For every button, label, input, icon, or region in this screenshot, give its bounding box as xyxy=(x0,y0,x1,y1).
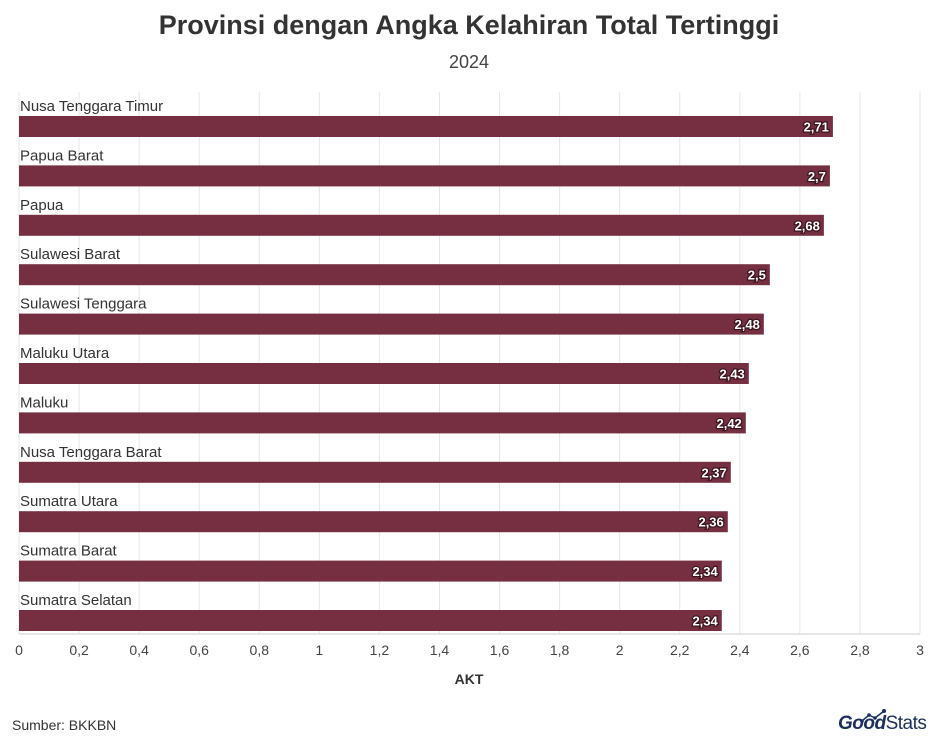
bar xyxy=(19,165,830,187)
x-tick-label: 2,8 xyxy=(850,642,870,658)
x-tick-label: 2,4 xyxy=(730,642,750,658)
x-tick-label: 2,6 xyxy=(790,642,810,658)
bar xyxy=(19,560,722,582)
category-label: Sulawesi Tenggara xyxy=(20,296,147,313)
category-label: Sumatra Selatan xyxy=(20,592,132,609)
category-label: Sumatra Barat xyxy=(20,543,118,560)
bar-chart: 0 0,2 0,4 0,6 0,8 1 1,2 1,4 1,6 1,8 2 2,2 2,4 2,6 2,8 3… xyxy=(15,92,924,687)
chart-subtitle: 2024 xyxy=(448,52,490,72)
bar-value-label: 2,5 xyxy=(748,268,766,283)
bar xyxy=(19,610,722,631)
x-tick-label: 1,2 xyxy=(370,642,390,658)
category-label: Papua xyxy=(20,197,64,214)
category-label: Sulawesi Barat xyxy=(20,246,121,263)
source-note: Sumber: BKKBN xyxy=(12,717,117,733)
bar xyxy=(19,511,728,533)
x-tick-label: 2,2 xyxy=(670,642,690,658)
bar-value-label: 2,7 xyxy=(808,169,826,184)
category-label: Sumatra Utara xyxy=(20,493,118,510)
x-tick-label: 1,8 xyxy=(550,642,570,658)
bar-value-label: 2,42 xyxy=(716,416,741,431)
bar-value-label: 2,68 xyxy=(795,218,820,233)
bar-value-label: 2,34 xyxy=(692,614,718,629)
x-tick-label: 3 xyxy=(916,642,924,658)
x-tick-label: 0,8 xyxy=(250,642,270,658)
category-label: Nusa Tenggara Timur xyxy=(20,98,163,115)
x-tick-label: 0,4 xyxy=(129,642,149,658)
x-tick-label: 2 xyxy=(616,642,624,658)
logo-trend-icon xyxy=(860,709,886,723)
x-tick-label: 0,2 xyxy=(69,642,89,658)
category-label: Maluku Utara xyxy=(20,345,110,362)
category-label: Papua Barat xyxy=(20,147,104,164)
x-tick-label: 1 xyxy=(315,642,323,658)
bar-value-label: 2,34 xyxy=(692,564,718,579)
x-tick-label: 0 xyxy=(15,642,23,658)
x-tick-label: 1,4 xyxy=(430,642,450,658)
x-axis-title: AKT xyxy=(455,671,484,687)
bar xyxy=(19,264,770,286)
bar xyxy=(19,116,833,137)
category-label: Maluku xyxy=(20,394,68,411)
x-tick-label: 0,6 xyxy=(189,642,209,658)
bar xyxy=(19,214,824,236)
bar-value-label: 2,48 xyxy=(735,317,760,332)
bar xyxy=(19,412,746,434)
bar xyxy=(19,363,749,384)
category-label: Nusa Tenggara Barat xyxy=(20,444,162,461)
bar-value-label: 2,36 xyxy=(698,515,723,530)
brand-stats: Stats xyxy=(885,713,927,734)
x-tick-label: 1,6 xyxy=(490,642,510,658)
bar-value-label: 2,37 xyxy=(701,465,726,480)
bar-value-label: 2,71 xyxy=(804,120,829,135)
bar xyxy=(19,313,764,335)
bar-value-label: 2,43 xyxy=(719,367,744,382)
chart-title: Provinsi dengan Angka Kelahiran Total Te… xyxy=(158,10,780,40)
bar xyxy=(19,461,731,483)
